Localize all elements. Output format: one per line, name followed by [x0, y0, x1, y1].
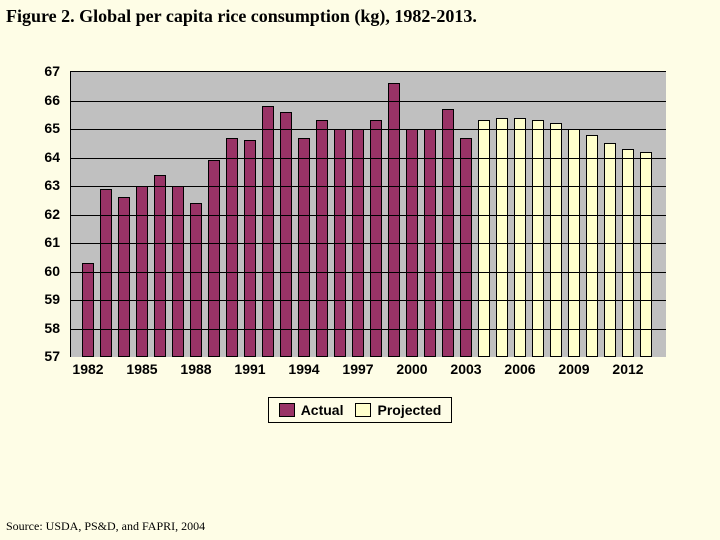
- bar-2002: [442, 109, 454, 357]
- legend-item-actual: Actual: [279, 402, 344, 418]
- legend-item-projected: Projected: [355, 402, 441, 418]
- bar-1999: [388, 83, 400, 357]
- legend-label-projected: Projected: [377, 402, 441, 418]
- gridline: [71, 215, 666, 216]
- chart-container: 5758596061626364656667 19821985198819911…: [30, 71, 690, 423]
- y-tick-label: 64: [44, 149, 60, 165]
- bar-2003: [460, 138, 472, 357]
- x-tick-label: 1994: [288, 361, 319, 377]
- gridline: [71, 243, 666, 244]
- bar-1988: [190, 203, 202, 357]
- bar-2005: [496, 118, 508, 357]
- x-tick-label: 1997: [342, 361, 373, 377]
- x-tick-label: 2006: [504, 361, 535, 377]
- y-tick-label: 62: [44, 206, 60, 222]
- gridline: [71, 101, 666, 102]
- bar-2012: [622, 149, 634, 357]
- y-tick-label: 66: [44, 92, 60, 108]
- gridline: [71, 300, 666, 301]
- bar-2006: [514, 118, 526, 357]
- gridline: [71, 158, 666, 159]
- bar-2007: [532, 120, 544, 357]
- bar-1994: [298, 138, 310, 357]
- x-tick-label: 1985: [126, 361, 157, 377]
- x-tick-label: 2009: [558, 361, 589, 377]
- bar-1993: [280, 112, 292, 357]
- y-tick-label: 61: [44, 234, 60, 250]
- x-tick-label: 2000: [396, 361, 427, 377]
- bar-1989: [208, 160, 220, 357]
- bar-1998: [370, 120, 382, 357]
- bar-2011: [604, 143, 616, 357]
- y-tick-label: 59: [44, 291, 60, 307]
- bar-2010: [586, 135, 598, 357]
- y-tick-label: 65: [44, 120, 60, 136]
- y-tick-label: 57: [44, 348, 60, 364]
- bar-1990: [226, 138, 238, 357]
- y-tick-label: 60: [44, 263, 60, 279]
- bar-1986: [154, 175, 166, 357]
- bar-1992: [262, 106, 274, 357]
- gridline: [71, 129, 666, 130]
- x-tick-label: 2012: [612, 361, 643, 377]
- figure-title: Figure 2. Global per capita rice consump…: [0, 0, 720, 27]
- plot-area: 1982198519881991199419972000200320062009…: [70, 71, 666, 357]
- bar-2004: [478, 120, 490, 357]
- x-tick-label: 1988: [180, 361, 211, 377]
- gridline: [71, 329, 666, 330]
- y-tick-label: 63: [44, 177, 60, 193]
- y-tick-label: 58: [44, 320, 60, 336]
- x-tick-label: 2003: [450, 361, 481, 377]
- legend-swatch-projected: [355, 403, 371, 417]
- y-tick-label: 67: [44, 63, 60, 79]
- x-tick-label: 1991: [234, 361, 265, 377]
- bar-1984: [118, 197, 130, 357]
- bar-2013: [640, 152, 652, 357]
- x-tick-label: 1982: [72, 361, 103, 377]
- bar-1991: [244, 140, 256, 357]
- legend-label-actual: Actual: [301, 402, 344, 418]
- bar-1995: [316, 120, 328, 357]
- legend: Actual Projected: [268, 397, 453, 423]
- legend-swatch-actual: [279, 403, 295, 417]
- bar-1982: [82, 263, 94, 357]
- gridline: [71, 186, 666, 187]
- source-citation: Source: USDA, PS&D, and FAPRI, 2004: [6, 519, 205, 534]
- gridline: [71, 272, 666, 273]
